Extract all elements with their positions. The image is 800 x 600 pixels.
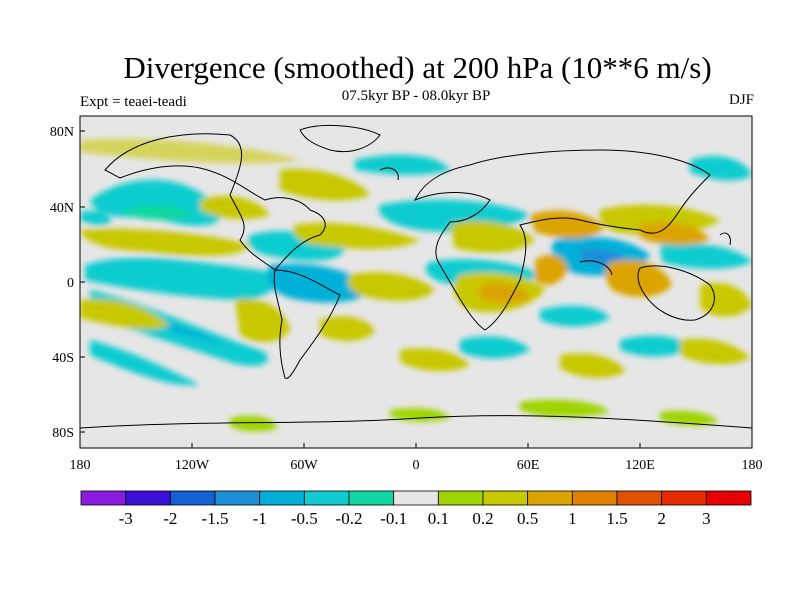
y-tick-label: 0 (67, 276, 74, 291)
colorbar-label: 2 (657, 509, 666, 528)
x-tick-label: 60W (290, 458, 318, 473)
colorbar-swatch (303, 490, 350, 506)
colorbar-label: 1 (568, 509, 577, 528)
y-tick-label: 80N (50, 125, 74, 140)
colorbar-label: -0.2 (336, 509, 363, 528)
colorbar-label: -3 (119, 509, 133, 528)
x-tick-label: 120W (175, 458, 210, 473)
colorbar-swatch (705, 490, 752, 506)
colorbar-swatch (169, 490, 216, 506)
map-title: Divergence (smoothed) at 200 hPa (10**6 … (123, 50, 712, 85)
colorbar-label: 0.1 (428, 509, 449, 528)
period-subtitle: 07.5kyr BP - 08.0kyr BP (341, 88, 491, 104)
y-tick-label: 40S (52, 351, 74, 366)
colorbar-label: 0.2 (472, 509, 493, 528)
colorbar-labels: -3 -2 -1.5 -1 -0.5 -0.2 -0.1 0.1 0.2 0.5 1 1.5 2 3 (119, 509, 711, 528)
divergence-field (80, 138, 752, 432)
colorbar-swatch (80, 490, 127, 506)
colorbar-label: 1.5 (606, 509, 627, 528)
colorbar-swatch (616, 490, 663, 506)
map-plot-area (80, 116, 752, 448)
y-tick-label: 80S (52, 426, 74, 441)
colorbar-swatch (125, 490, 171, 506)
x-tick-label: 60E (517, 458, 540, 473)
experiment-label: Expt = teaei-teadi (80, 94, 187, 110)
y-tick-marks (80, 130, 85, 433)
colorbar-label: -1.5 (202, 509, 229, 528)
colorbar-label: 0.5 (517, 509, 538, 528)
x-tick-marks (79, 443, 753, 448)
x-tick-label: 120E (625, 458, 655, 473)
colorbar-swatch (437, 490, 484, 506)
colorbar-swatch (571, 490, 618, 506)
colorbar-swatch (661, 490, 707, 506)
colorbar-label: -1 (253, 509, 267, 528)
x-tick-label: 180 (742, 458, 763, 473)
colorbar-label: -2 (163, 509, 177, 528)
colorbar-swatch (259, 490, 305, 506)
colorbar-swatch (393, 490, 439, 506)
y-tick-label: 40N (50, 201, 74, 216)
colorbar-label: 3 (702, 509, 711, 528)
colorbar-swatch (482, 490, 529, 506)
colorbar-label: -0.5 (291, 509, 318, 528)
colorbar-swatch (214, 490, 261, 506)
colorbar-label: -0.1 (380, 509, 407, 528)
x-tick-label: 0 (413, 458, 420, 473)
colorbar (80, 490, 752, 506)
colorbar-swatch (527, 490, 573, 506)
coastlines (80, 124, 752, 429)
x-tick-label: 180 (70, 458, 91, 473)
season-label: DJF (728, 92, 754, 108)
colorbar-swatch (348, 490, 395, 506)
